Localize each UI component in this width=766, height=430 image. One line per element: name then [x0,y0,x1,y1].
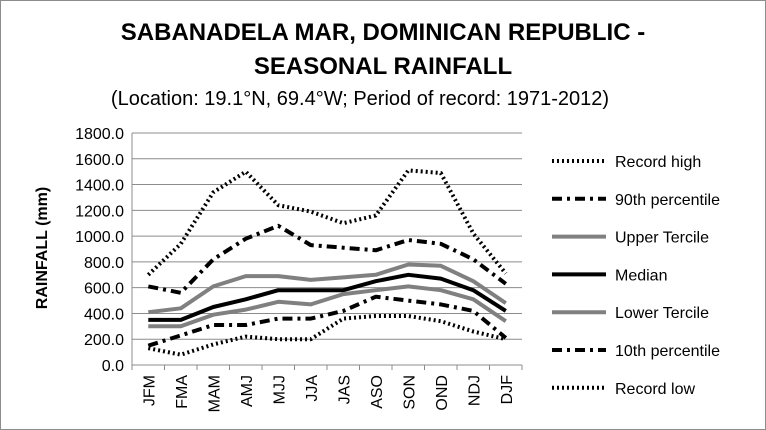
series-line [147,294,508,348]
legend-label: Median [615,267,667,284]
chart-title-line1: SABANADELA MAR, DOMINICAN REPUBLIC - [120,19,646,46]
x-tick-label: OND [434,375,451,411]
x-tick-label: SON [401,375,418,410]
y-tick-label: 400.0 [84,306,124,323]
chart-subtitle: (Location: 19.1°N, 69.4°W; Period of rec… [110,88,610,110]
series-line [148,284,507,329]
y-tick-label: 1200.0 [75,203,124,220]
y-tick-label: 1400.0 [75,178,124,195]
series-line [147,314,507,357]
x-tick-label: JJA [304,375,321,402]
x-tick-label: AMJ [239,375,256,407]
x-tick-label: NDJ [466,375,483,406]
y-tick-label: 1600.0 [75,152,124,169]
x-tick-label: MAM [206,375,223,412]
x-tick-label: MJJ [271,375,288,404]
chart-title: SABANADELA MAR, DOMINICAN REPUBLIC - SEA… [0,16,766,84]
legend: Record high 90th percentile Upper Tercile M… [552,154,720,398]
y-tick-label: 600.0 [84,281,124,298]
legend-label: Lower Tercile [615,305,709,322]
legend-label: Upper Tercile [615,230,709,247]
series-line [146,168,508,277]
y-tick-label: 0.0 [102,358,124,375]
legend-label: Record high [615,154,701,171]
y-tick-label: 800.0 [84,255,124,272]
x-tick-label: FMA [174,375,191,409]
series-line [147,223,508,295]
series-lines [146,168,508,357]
legend-label: 10th percentile [615,343,720,360]
legend-label: Record low [615,381,695,398]
y-tick-label: 200.0 [84,332,124,349]
chart-title-line2: SEASONAL RAINFALL [253,53,513,80]
x-tick-label: JAS [336,375,353,404]
series-line [148,272,507,322]
y-tick-label: 1800.0 [75,126,124,143]
y-tick-label: 1000.0 [75,229,124,246]
legend-label: 90th percentile [615,192,720,209]
axes: 0.0 200.0 400.0 600.0 800.0 1000.0 1200.0 1400.… [75,126,523,412]
x-tick-label: DJF [499,375,516,405]
series-line [148,262,507,315]
x-tick-label: ASO [369,375,386,409]
y-axis-label: RAINFALL (mm) [34,187,51,309]
x-tick-label: JFM [141,375,158,406]
